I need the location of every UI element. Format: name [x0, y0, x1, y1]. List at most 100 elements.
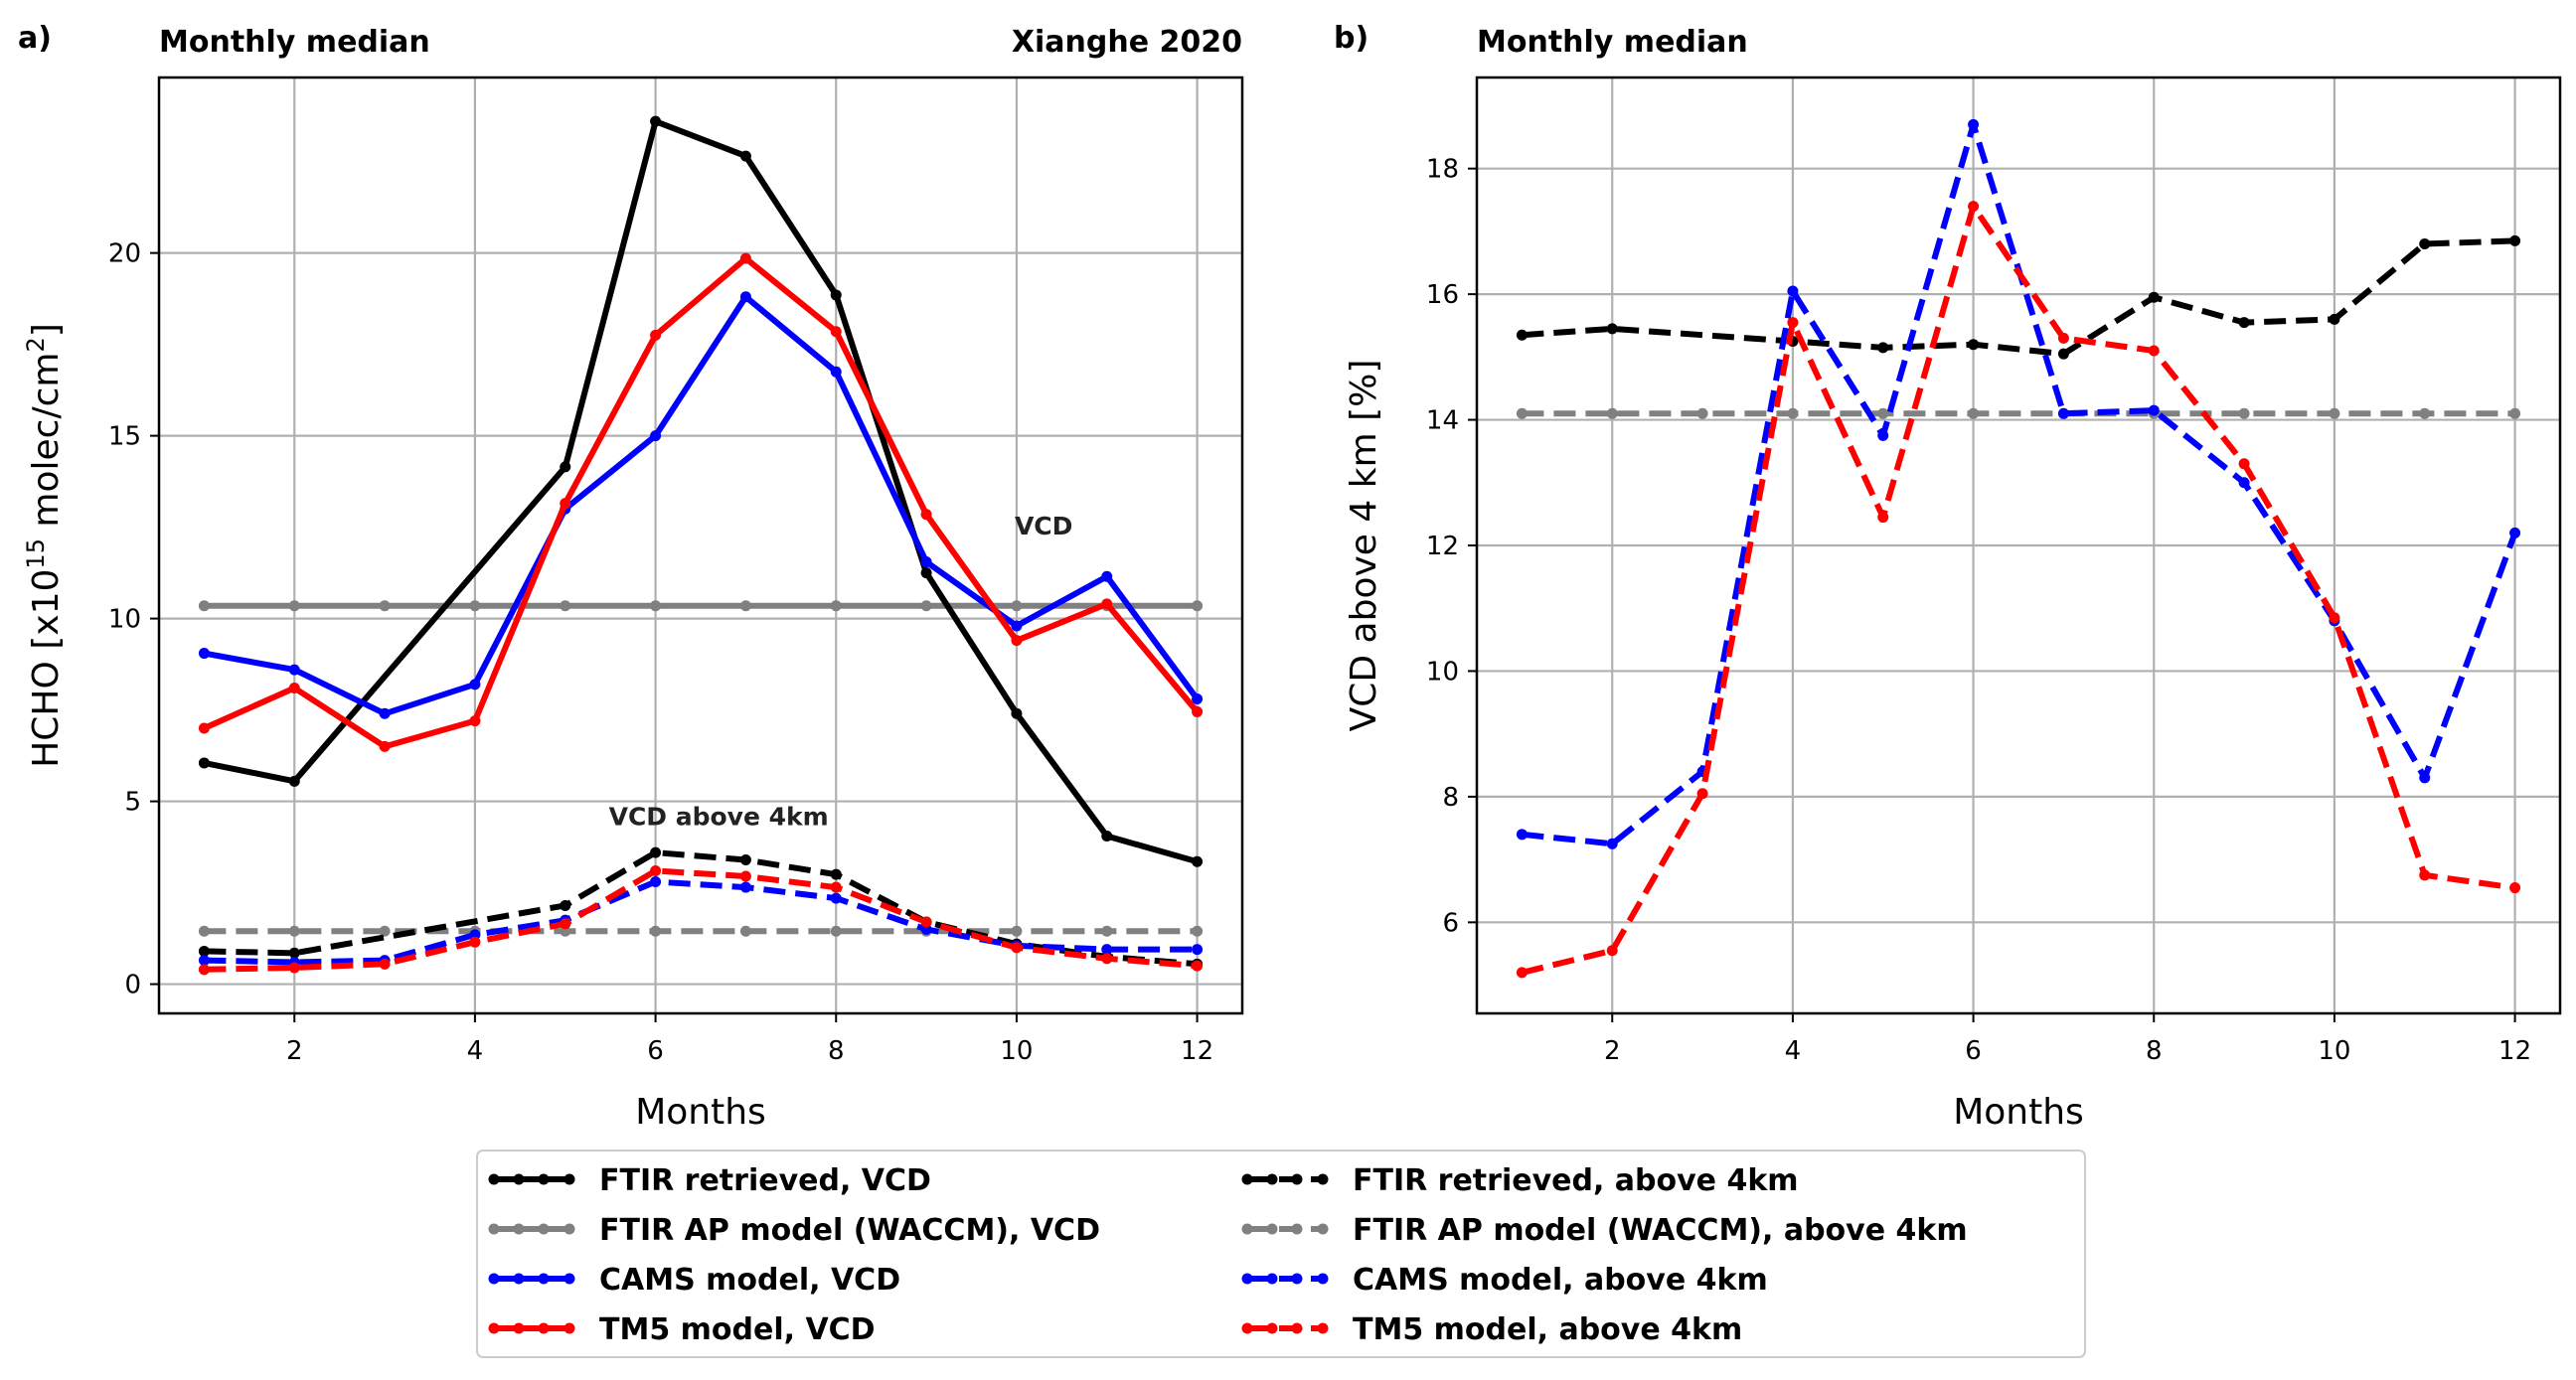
panel-b-series-tm5-model-above-4km-point	[1877, 512, 1889, 524]
panel-a-series-ftir-ap-model-waccm-above-4km-point	[1192, 925, 1204, 937]
panel-a-series-tm5-model-above-4km-point	[379, 958, 391, 970]
panel-a-series-ftir-ap-model-waccm-vcd-point	[379, 600, 391, 612]
panel-b-series-tm5-model-above-4km-point	[1787, 317, 1799, 329]
panel-b-series-cams-model-above-4km-point	[1968, 118, 1980, 130]
legend-marker	[1317, 1223, 1329, 1235]
legend-marker	[1241, 1322, 1253, 1334]
panel-a: 2 4 6 8 10 12 0 5 10 15 20 a) Monthly median Xiang…	[18, 21, 1244, 1133]
panel-b-grid	[1477, 77, 2560, 1013]
panel-a-series-cams-model-vcd-point	[1101, 570, 1113, 582]
panel-a-series-tm5-model-vcd-point	[1011, 635, 1023, 647]
panel-a-series-cams-model-above-4km-point	[739, 881, 751, 893]
panel-a-series-ftir-ap-model-waccm-vcd-point	[650, 600, 662, 612]
panel-a-series-ftir-retrieved-vcd-point	[739, 150, 751, 162]
panel-a-series-ftir-retrieved-above-4km-point	[650, 846, 662, 858]
legend-marker	[538, 1173, 550, 1185]
panel-b-series-ftir-retrieved-above-4km-point	[2238, 317, 2250, 329]
panel-b-ticks: 2 4 6 8 10 12 6 8 10 12 14 16 18	[1426, 155, 2531, 1066]
panel-a-series-ftir-ap-model-waccm-above-4km-point	[739, 925, 751, 937]
legend-marker	[1266, 1273, 1278, 1285]
panel-b-series-tm5-model-above-4km-point	[2329, 612, 2340, 624]
panel-a-series-cams-model-vcd-point	[920, 556, 932, 568]
panel-a-series-tm5-model-above-4km-point	[1011, 942, 1023, 954]
panel-a-series-ftir-ap-model-waccm-vcd-point	[830, 600, 842, 612]
panel-a-ytick-label: 15	[108, 422, 141, 452]
panel-b-series-ftir-ap-model-waccm-above-4km-point	[1516, 407, 1528, 419]
panel-a-series-tm5-model-vcd-line	[203, 255, 1200, 750]
panel-b-series-tm5-model-above-4km-line	[1521, 203, 2516, 976]
panel-b-series-cams-model-above-4km-point	[2148, 404, 2160, 416]
panel-b-series-ftir-retrieved-above-4km-point	[2057, 348, 2069, 360]
panel-b-series-cams-model-above-4km-point	[1516, 829, 1528, 841]
legend-marker	[1317, 1273, 1329, 1285]
legend-marker	[538, 1322, 550, 1334]
panel-a-ticks: 2 4 6 8 10 12 0 5 10 15 20	[108, 239, 1213, 1066]
panel-a-series-cams-model-vcd-point	[650, 430, 662, 442]
panel-a-series-ftir-ap-model-waccm-vcd-point	[288, 600, 300, 612]
panel-a-series-tm5-model-vcd-point	[379, 740, 391, 752]
panel-a-series-ftir-retrieved-vcd-point	[198, 757, 210, 769]
legend-marker	[1291, 1322, 1303, 1334]
legend-marker	[488, 1173, 500, 1185]
legend-marker	[513, 1223, 525, 1235]
panel-a-title-left: Monthly median	[159, 25, 430, 60]
panel-b-ytick-label: 8	[1442, 783, 1459, 813]
panel-a-ytick-label: 5	[124, 788, 141, 818]
panel-a-series-ftir-retrieved-vcd-point	[1192, 855, 1204, 867]
panel-b-series-tm5-model-above-4km-point	[2419, 869, 2431, 881]
legend-label-ftir-retrieved-vcd: FTIR retrieved, VCD	[599, 1163, 931, 1198]
panel-a-annotations: VCD VCD above 4km	[609, 512, 1073, 832]
panel-a-series-tm5-model-vcd-point	[739, 252, 751, 264]
panel-a-series-tm5-model-vcd-point	[920, 509, 932, 521]
legend-marker	[1291, 1223, 1303, 1235]
panel-b: 2 4 6 8 10 12 6 8 10 12 14 16 18 b) Monthly median M…	[1334, 21, 2562, 1133]
panel-a-series-ftir-ap-model-waccm-vcd-point	[739, 600, 751, 612]
panel-a-series-tm5-model-vcd-point	[560, 498, 571, 510]
panel-b-series-tm5-model-above-4km-point	[1516, 967, 1528, 979]
panel-a-series-ftir-retrieved-vcd-point	[920, 567, 932, 579]
legend-marker	[1241, 1173, 1253, 1185]
panel-b-ytick-label: 14	[1426, 406, 1459, 436]
legend-marker	[1317, 1322, 1329, 1334]
panel-a-label: a)	[18, 21, 52, 56]
panel-a-series-tm5-model-vcd-point	[1101, 598, 1113, 610]
legend-marker	[513, 1273, 525, 1285]
panel-a-series-ftir-retrieved-vcd-point	[1011, 707, 1023, 719]
legend-marker	[538, 1273, 550, 1285]
panel-b-series-tm5-model-above-4km-point	[2238, 458, 2250, 470]
panel-a-series-ftir-ap-model-waccm-above-4km-point	[830, 925, 842, 937]
panel-a-series-ftir-ap-model-waccm-above-4km-point	[288, 925, 300, 937]
panel-a-series-tm5-model-above-4km-point	[1101, 953, 1113, 965]
panel-a-annotation: VCD	[1015, 512, 1072, 540]
panel-a-series-tm5-model-vcd-point	[830, 326, 842, 338]
panel-b-series-cams-model-above-4km-point	[1877, 429, 1889, 441]
panel-a-xtick-label: 12	[1181, 1036, 1213, 1066]
panel-a-annotation: VCD above 4km	[609, 802, 829, 831]
panel-b-series-ftir-ap-model-waccm-above-4km-point	[1787, 407, 1799, 419]
panel-a-ytick-label: 10	[108, 605, 141, 635]
panel-b-ylabel: VCD above 4 km [%]	[1344, 360, 1384, 732]
panel-b-series-cams-model-above-4km-point	[2419, 772, 2431, 784]
legend-marker	[513, 1322, 525, 1334]
panel-b-series-ftir-retrieved-above-4km-point	[2509, 234, 2521, 246]
legend-box	[476, 1150, 2086, 1358]
panel-b-series-ftir-retrieved-above-4km-point	[1606, 323, 1618, 335]
panel-a-series-cams-model-vcd-point	[739, 291, 751, 303]
panel-a-series-ftir-ap-model-waccm-above-4km-point	[1011, 925, 1023, 937]
panel-b-xlabel: Months	[1953, 1092, 2084, 1133]
panel-a-series	[198, 115, 1204, 976]
panel-a-series-ftir-retrieved-vcd-point	[560, 461, 571, 473]
panel-a-series-tm5-model-above-4km-point	[288, 962, 300, 974]
panel-a-series-cams-model-above-4km-point	[198, 955, 210, 967]
legend-label-cams-model-vcd: CAMS model, VCD	[599, 1263, 900, 1298]
legend-marker	[488, 1223, 500, 1235]
panel-a-series-cams-model-above-4km-point	[1101, 944, 1113, 956]
legend-label-cams-model-above-4km: CAMS model, above 4km	[1353, 1263, 1768, 1298]
panel-b-xtick-label: 10	[2318, 1036, 2350, 1066]
panel-b-series-ftir-retrieved-above-4km-line	[1522, 237, 2515, 358]
panel-b-series-ftir-retrieved-above-4km-point	[2329, 313, 2340, 325]
panel-a-series-ftir-ap-model-waccm-vcd-point	[198, 600, 210, 612]
panel-a-xtick-label: 2	[286, 1036, 303, 1066]
panel-a-series-ftir-retrieved-vcd-point	[1101, 831, 1113, 843]
panel-a-series-cams-model-above-4km-point	[650, 876, 662, 888]
